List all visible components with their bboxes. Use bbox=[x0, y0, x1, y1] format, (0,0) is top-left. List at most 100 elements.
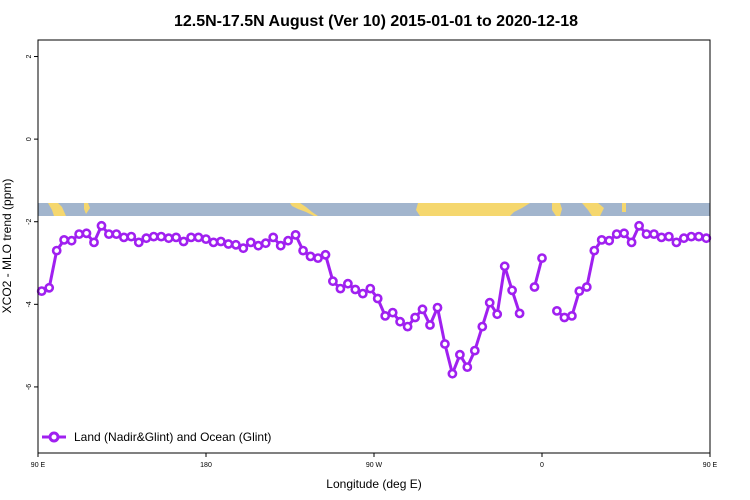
y-tick-label: -6 bbox=[26, 384, 33, 390]
data-point bbox=[641, 229, 652, 239]
data-point bbox=[201, 234, 211, 244]
data-point bbox=[59, 234, 69, 245]
data-point bbox=[372, 293, 383, 304]
data-point bbox=[260, 238, 271, 249]
data-point bbox=[581, 282, 592, 292]
data-point bbox=[499, 261, 510, 272]
data-point bbox=[81, 228, 92, 239]
data-point bbox=[104, 229, 114, 239]
data-point bbox=[51, 245, 62, 256]
data-point bbox=[469, 345, 480, 356]
x-axis-label: Longitude (deg E) bbox=[326, 477, 421, 491]
data-point bbox=[44, 282, 55, 293]
data-point bbox=[574, 286, 585, 296]
x-tick-label: 90 W bbox=[366, 462, 383, 469]
data-point bbox=[514, 308, 525, 319]
data-point bbox=[320, 249, 331, 260]
data-point bbox=[342, 278, 353, 289]
y-axis-label: XCO2 - MLO trend (ppm) bbox=[0, 179, 14, 314]
data-point bbox=[589, 245, 600, 256]
data-point bbox=[492, 309, 503, 320]
data-point bbox=[208, 237, 219, 248]
data-point bbox=[552, 305, 562, 316]
data-point bbox=[365, 283, 376, 294]
data-point bbox=[298, 245, 308, 256]
data-point bbox=[596, 234, 607, 245]
data-point bbox=[439, 339, 450, 349]
legend: Land (Nadir&Glint) and Ocean (Glint) bbox=[42, 430, 271, 444]
data-point bbox=[432, 302, 443, 313]
data-point bbox=[559, 312, 570, 323]
legend-label: Land (Nadir&Glint) and Ocean (Glint) bbox=[74, 430, 271, 444]
data-point bbox=[66, 235, 77, 246]
data-point bbox=[313, 253, 323, 263]
data-point bbox=[425, 320, 435, 330]
data-point bbox=[230, 239, 241, 250]
data-point bbox=[335, 283, 346, 294]
data-point bbox=[447, 368, 458, 379]
data-point bbox=[417, 304, 428, 315]
data-point bbox=[193, 232, 204, 243]
data-point bbox=[119, 232, 129, 243]
data-point bbox=[611, 229, 622, 239]
data-point bbox=[89, 237, 99, 248]
data-point bbox=[395, 316, 405, 327]
data-point bbox=[484, 297, 495, 308]
data-point bbox=[649, 229, 659, 239]
data-point bbox=[305, 251, 316, 262]
data-point bbox=[268, 232, 279, 243]
data-point bbox=[163, 233, 174, 244]
y-tick-label: -2 bbox=[26, 219, 33, 225]
x-tick-label: 0 bbox=[540, 462, 544, 469]
data-point bbox=[529, 282, 540, 292]
y-tick-label: 0 bbox=[26, 137, 33, 141]
data-point bbox=[537, 253, 547, 263]
data-point bbox=[477, 321, 488, 332]
data-point bbox=[410, 312, 420, 323]
data-point bbox=[686, 231, 697, 242]
data-point bbox=[507, 285, 517, 296]
data-point bbox=[36, 286, 47, 296]
data-point bbox=[290, 229, 301, 240]
data-point bbox=[604, 235, 615, 246]
data-point bbox=[111, 229, 122, 239]
y-tick-label: 2 bbox=[26, 54, 33, 58]
series-line bbox=[533, 257, 544, 288]
data-point bbox=[454, 349, 465, 360]
data-point bbox=[245, 237, 256, 248]
x-tick-label: 90 E bbox=[31, 462, 46, 469]
data-point bbox=[462, 362, 473, 372]
data-point bbox=[156, 231, 167, 242]
data-point bbox=[223, 239, 234, 249]
data-point bbox=[215, 236, 226, 247]
data-point bbox=[701, 233, 712, 244]
data-point bbox=[656, 232, 667, 243]
map-strip bbox=[38, 203, 710, 216]
x-tick-label: 180 bbox=[200, 462, 212, 469]
data-point bbox=[626, 237, 637, 248]
data-point bbox=[664, 231, 674, 242]
data-point bbox=[357, 288, 368, 299]
data-point bbox=[402, 321, 413, 332]
data-point bbox=[238, 243, 249, 254]
map-land bbox=[48, 203, 626, 216]
data-point bbox=[679, 233, 689, 244]
data-point bbox=[350, 284, 361, 295]
map-ocean bbox=[38, 203, 710, 216]
data-point bbox=[567, 310, 577, 321]
x-tick-label: 90 E bbox=[703, 462, 718, 469]
y-tick-label: -4 bbox=[26, 301, 33, 307]
data-point bbox=[148, 231, 159, 242]
data-point bbox=[133, 237, 144, 248]
chart-title: 12.5N-17.5N August (Ver 10) 2015-01-01 t… bbox=[174, 13, 578, 30]
data-point bbox=[693, 231, 704, 242]
data-point bbox=[275, 240, 286, 251]
data-point bbox=[96, 220, 107, 231]
data-point bbox=[634, 220, 644, 231]
data-point bbox=[327, 276, 338, 287]
data-point bbox=[126, 231, 137, 242]
legend-marker bbox=[48, 431, 60, 443]
data-point bbox=[74, 229, 84, 239]
data-point bbox=[141, 233, 152, 244]
